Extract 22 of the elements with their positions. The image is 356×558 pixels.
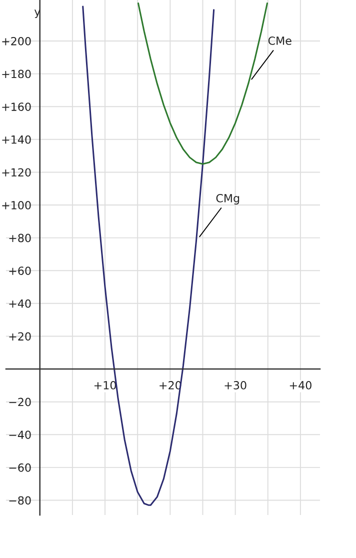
y-tick-label: +120 <box>2 168 31 177</box>
y-tick-label: +80 <box>9 234 31 242</box>
y-tick-label: −40 <box>9 430 31 440</box>
y-tick-label: +40 <box>9 299 31 308</box>
y-tick-label: −60 <box>9 463 31 472</box>
y-tick-label: +20 <box>9 332 31 341</box>
y-tick-label: +160 <box>2 102 31 111</box>
y-tick-label: −20 <box>9 398 31 406</box>
series-label: CMe <box>268 36 292 45</box>
y-tick-label: +140 <box>2 135 31 144</box>
y-tick-label: +100 <box>2 200 31 210</box>
series-label: CMg <box>216 194 240 205</box>
y-tick-label: +60 <box>9 266 31 275</box>
y-tick-label: +200 <box>2 36 31 46</box>
line-series <box>82 6 215 506</box>
x-tick-label: +10 <box>94 381 116 390</box>
y-axis-title: y <box>34 10 40 18</box>
y-tick-label: +180 <box>2 70 31 78</box>
x-tick-label: +40 <box>290 381 312 390</box>
x-tick-label: +30 <box>224 381 246 390</box>
line-series <box>137 2 268 165</box>
y-tick-label: −80 <box>9 496 31 505</box>
